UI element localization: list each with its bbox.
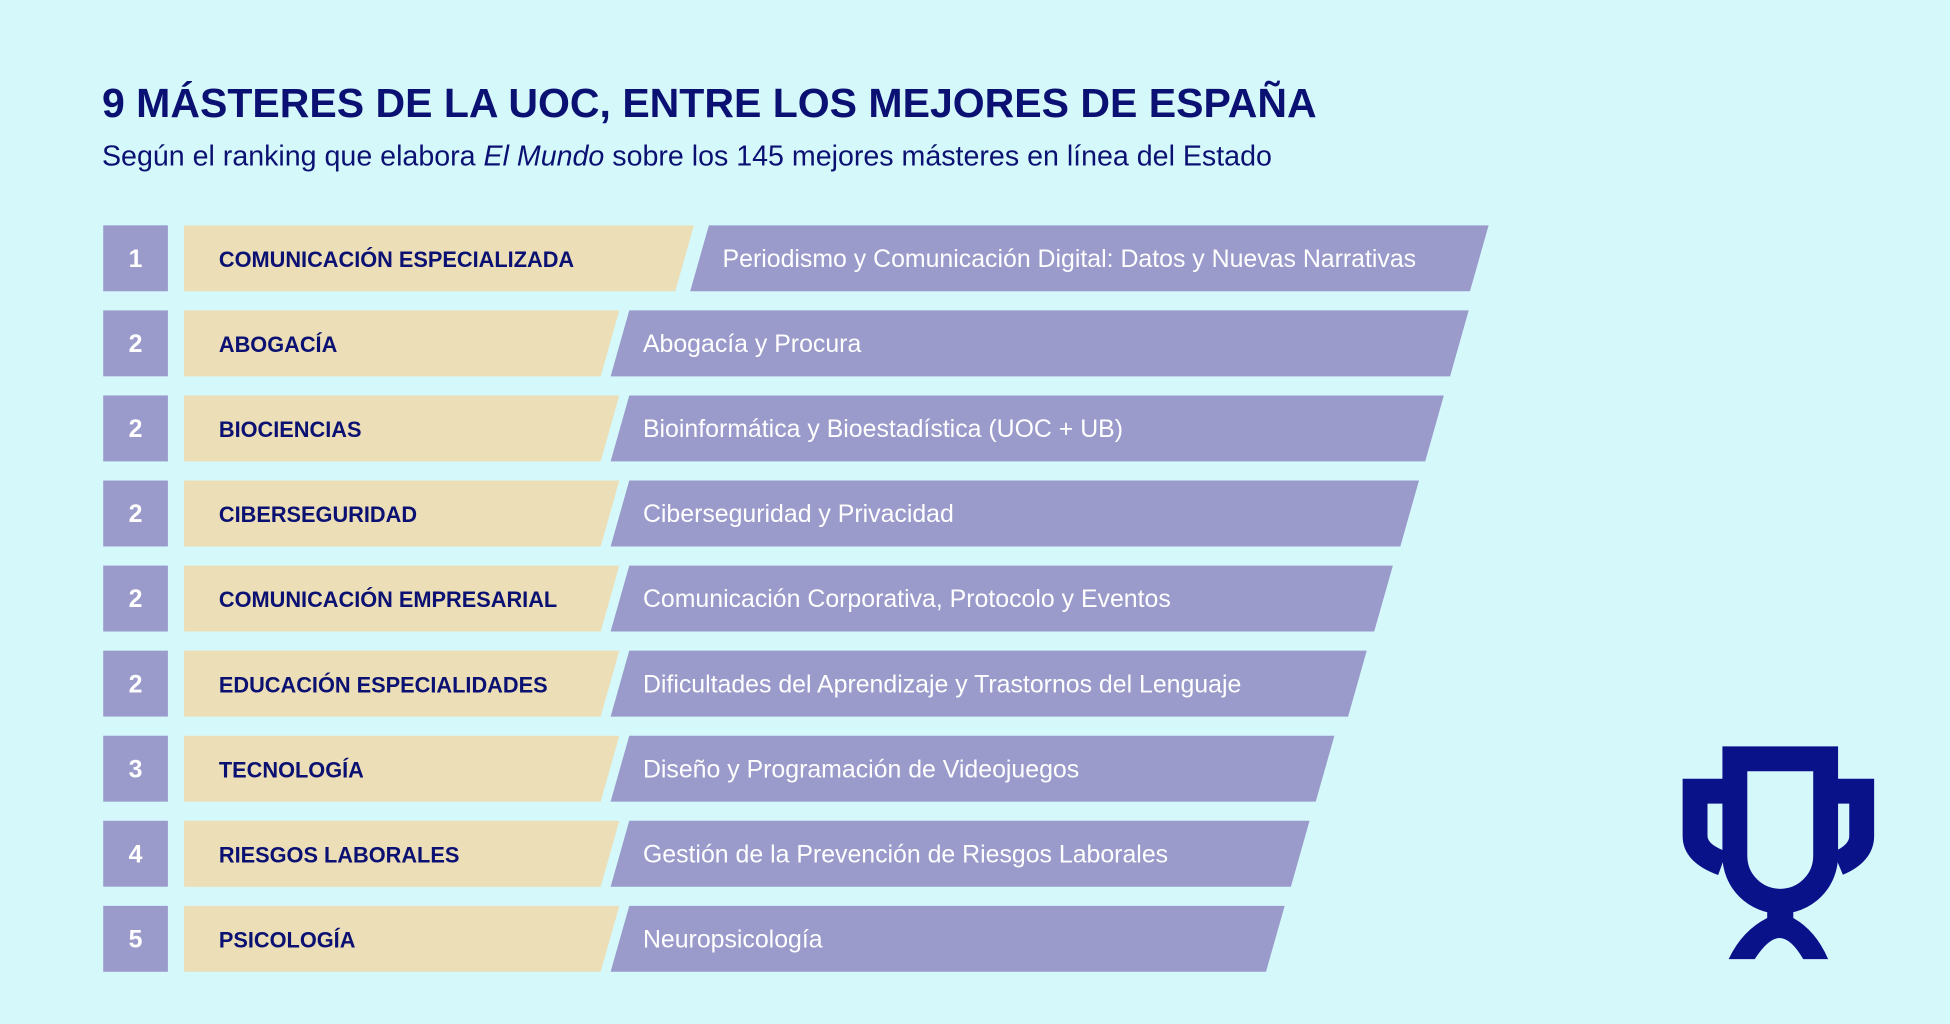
- ranking-list: 1 COMUNICACIÓN ESPECIALIZADA Periodismo y …: [103, 225, 1489, 972]
- master-name: Ciberseguridad y Privacidad: [643, 500, 954, 528]
- area-band: [184, 650, 620, 717]
- rank-number: 1: [129, 245, 143, 273]
- trophy-handle: [1682, 778, 1735, 876]
- rank-number: 2: [129, 330, 143, 358]
- master-name: Dificultades del Aprendizaje y Trastorno…: [643, 670, 1241, 698]
- master-name: Comunicación Corporativa, Protocolo y Ev…: [643, 585, 1171, 613]
- trophy-base: [1728, 895, 1829, 960]
- subtitle-text: Según el ranking que elabora: [102, 141, 484, 173]
- rank-number: 2: [129, 415, 143, 443]
- area-label: ABOGACÍA: [219, 332, 338, 357]
- master-name: Neuropsicología: [643, 926, 823, 954]
- area-label: CIBERSEGURIDAD: [219, 502, 417, 527]
- area-label: RIESGOS LABORALES: [219, 842, 459, 867]
- master-band: [610, 310, 1469, 377]
- trophy-handle: [1825, 778, 1875, 875]
- area-band: [184, 225, 694, 292]
- master-name: Bioinformática y Bioestadística (UOC + U…: [643, 415, 1123, 443]
- master-name: Gestión de la Prevención de Riesgos Labo…: [643, 840, 1168, 868]
- rank-number: 3: [129, 755, 143, 783]
- rank-box: [103, 225, 168, 292]
- master-name: Periodismo y Comunicación Digital: Datos…: [723, 245, 1417, 273]
- area-band: [184, 480, 620, 547]
- master-band: [610, 395, 1444, 462]
- area-band: [184, 565, 620, 632]
- rank-box: [103, 905, 168, 972]
- master-band: [610, 735, 1335, 802]
- rank-box: [103, 735, 168, 802]
- area-label: BIOCIENCIAS: [219, 417, 362, 442]
- master-band: [610, 650, 1367, 717]
- area-label: PSICOLOGÍA: [219, 928, 356, 953]
- master-name: Abogacía y Procura: [643, 330, 862, 358]
- rank-box: [103, 310, 168, 377]
- rank-box: [103, 565, 168, 632]
- rank-number: 2: [129, 670, 143, 698]
- rank-number: 4: [129, 840, 143, 868]
- area-band: [184, 905, 620, 972]
- area-band: [184, 395, 620, 462]
- rank-box: [103, 395, 168, 462]
- master-band: [690, 225, 1489, 292]
- master-band: [610, 480, 1419, 547]
- rank-box: [103, 480, 168, 547]
- area-band: [184, 310, 620, 377]
- subtitle-text: sobre los 145 mejores másteres en línea …: [604, 141, 1272, 173]
- master-band: [610, 565, 1393, 632]
- area-band: [184, 735, 620, 802]
- subtitle: Según el ranking que elabora El Mundo so…: [102, 141, 1272, 173]
- title: 9 MÁSTERES DE LA UOC, ENTRE LOS MEJORES …: [102, 80, 1317, 126]
- area-label: COMUNICACIÓN EMPRESARIAL: [219, 587, 557, 612]
- rank-box: [103, 650, 168, 717]
- master-band: [610, 905, 1285, 972]
- area-label: EDUCACIÓN ESPECIALIDADES: [219, 672, 548, 697]
- rank-number: 2: [129, 585, 143, 613]
- area-band: [184, 820, 620, 887]
- rank-box: [103, 820, 168, 887]
- area-label: TECNOLOGÍA: [219, 757, 364, 782]
- rank-number: 5: [129, 926, 143, 954]
- area-label: COMUNICACIÓN ESPECIALIZADA: [219, 247, 575, 272]
- master-name: Diseño y Programación de Videojuegos: [643, 755, 1079, 783]
- master-band: [610, 820, 1310, 887]
- rank-number: 2: [129, 500, 143, 528]
- subtitle-italic: El Mundo: [484, 141, 605, 173]
